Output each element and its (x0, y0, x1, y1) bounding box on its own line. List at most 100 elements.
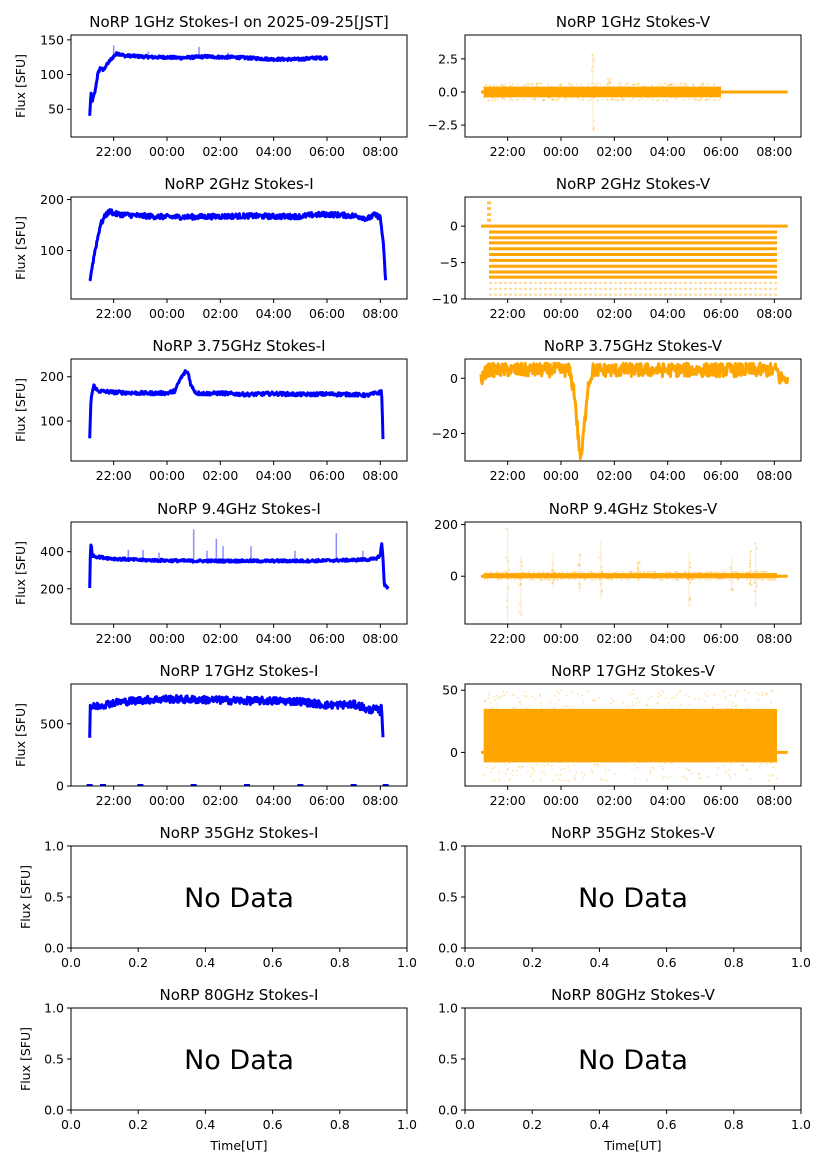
scatter-point (734, 705, 737, 707)
scatter-point (688, 98, 691, 101)
scatter-point (621, 701, 624, 704)
series-1ghz-v (481, 53, 788, 132)
x-tick-label: 0.8 (724, 1117, 744, 1132)
scatter-point (699, 571, 702, 574)
scatter-point (559, 773, 562, 776)
scatter-point (517, 766, 520, 769)
scatter-point (570, 571, 573, 574)
scatter-point (658, 578, 661, 581)
subplot-2ghz-i: 22:00 00:00 02:00 04:00 06:00 08:00 100 200 NoRP… (13, 175, 408, 321)
outlier-point (577, 563, 580, 566)
outlier-point (507, 560, 510, 563)
outlier-point (756, 547, 759, 550)
scatter-point (611, 97, 614, 100)
scatter-point (724, 771, 727, 773)
series-line (88, 542, 390, 590)
y-tick-label: 0 (450, 745, 458, 760)
scatter-point (692, 570, 695, 573)
scatter-point (542, 99, 545, 102)
scatter-point (653, 97, 655, 100)
outlier-point (578, 553, 581, 556)
scatter-point (657, 692, 660, 695)
scatter-point (634, 777, 636, 780)
outlier-point (637, 577, 640, 580)
axes-frame (70, 521, 408, 625)
outlier-point (607, 88, 610, 91)
scatter-point (538, 571, 541, 574)
scatter-point (622, 99, 624, 102)
scatter-point (497, 697, 499, 700)
scatter-point (482, 85, 485, 88)
scatter-point (548, 97, 551, 100)
x-tick-label: 06:00 (309, 144, 345, 159)
plot-area (88, 208, 388, 282)
subplot-title: NoRP 35GHz Stokes-V (551, 824, 716, 842)
subplot-title: NoRP 1GHz Stokes-I on 2025-09-25[JST] (89, 13, 389, 31)
scatter-point (692, 84, 695, 87)
scatter-point (509, 99, 511, 102)
x-tick-label: 22:00 (490, 144, 526, 159)
scatter-point (485, 84, 488, 86)
scatter-point (628, 85, 630, 88)
scatter-point (647, 697, 650, 700)
scatter-point (564, 99, 567, 102)
scatter-point (593, 96, 596, 99)
scatter-point (581, 98, 584, 101)
y-tick-label: 200 (434, 517, 458, 532)
outlier-point (505, 599, 508, 602)
x-tick-label: 06:00 (309, 306, 345, 321)
scatter-point (670, 762, 673, 765)
scatter-point (713, 570, 716, 573)
scatter-point (533, 579, 536, 581)
scatter-point (646, 778, 649, 781)
scatter-point (553, 571, 556, 574)
x-tick-label: 0.8 (330, 1117, 350, 1132)
x-tick-label: 06:00 (703, 306, 739, 321)
outlier-point (637, 568, 640, 571)
scatter-point (532, 98, 535, 101)
scatter-point (685, 778, 688, 781)
no-data-label: No Data (578, 883, 688, 914)
scatter-point (514, 706, 517, 709)
scatter-point (554, 572, 557, 575)
y-tick-label: 0.0 (438, 941, 458, 956)
scatter-point (762, 578, 765, 581)
scatter-point (556, 579, 559, 581)
scatter-point (561, 577, 564, 580)
scatter-point (727, 769, 730, 771)
scatter-point (763, 571, 766, 573)
outlier-point (551, 574, 554, 577)
scatter-point (548, 578, 550, 581)
scatter-point (761, 694, 764, 697)
scatter-point (699, 85, 702, 88)
scatter-point (620, 84, 622, 87)
scatter-point (757, 571, 760, 574)
scatter-point (567, 765, 570, 768)
x-tick-label: 00:00 (543, 144, 579, 159)
scatter-point (514, 579, 516, 581)
scatter-point (587, 82, 590, 85)
scatter-point (713, 98, 715, 101)
scatter-point (688, 96, 691, 99)
scatter-point (624, 762, 627, 764)
scatter-point (574, 778, 577, 781)
scatter-point (591, 82, 593, 85)
scatter-point (631, 84, 634, 86)
x-tick-label: 1.0 (397, 955, 417, 970)
scatter-point (699, 777, 702, 780)
scatter-point (647, 97, 650, 100)
outlier-point (519, 583, 522, 586)
subplot-title: NoRP 80GHz Stokes-V (551, 986, 716, 1004)
axes-frame (70, 196, 408, 300)
scatter-point (563, 779, 566, 782)
scatter-point (605, 779, 608, 782)
scatter-point (654, 570, 657, 573)
x-tick-label: 02:00 (596, 631, 632, 646)
scatter-point (652, 767, 655, 770)
outlier-point (753, 590, 756, 593)
scatter-point (525, 83, 528, 86)
scatter-point (574, 578, 577, 581)
x-tick-label: 08:00 (362, 306, 398, 321)
scatter-point (692, 83, 695, 86)
scatter-point (632, 96, 635, 99)
